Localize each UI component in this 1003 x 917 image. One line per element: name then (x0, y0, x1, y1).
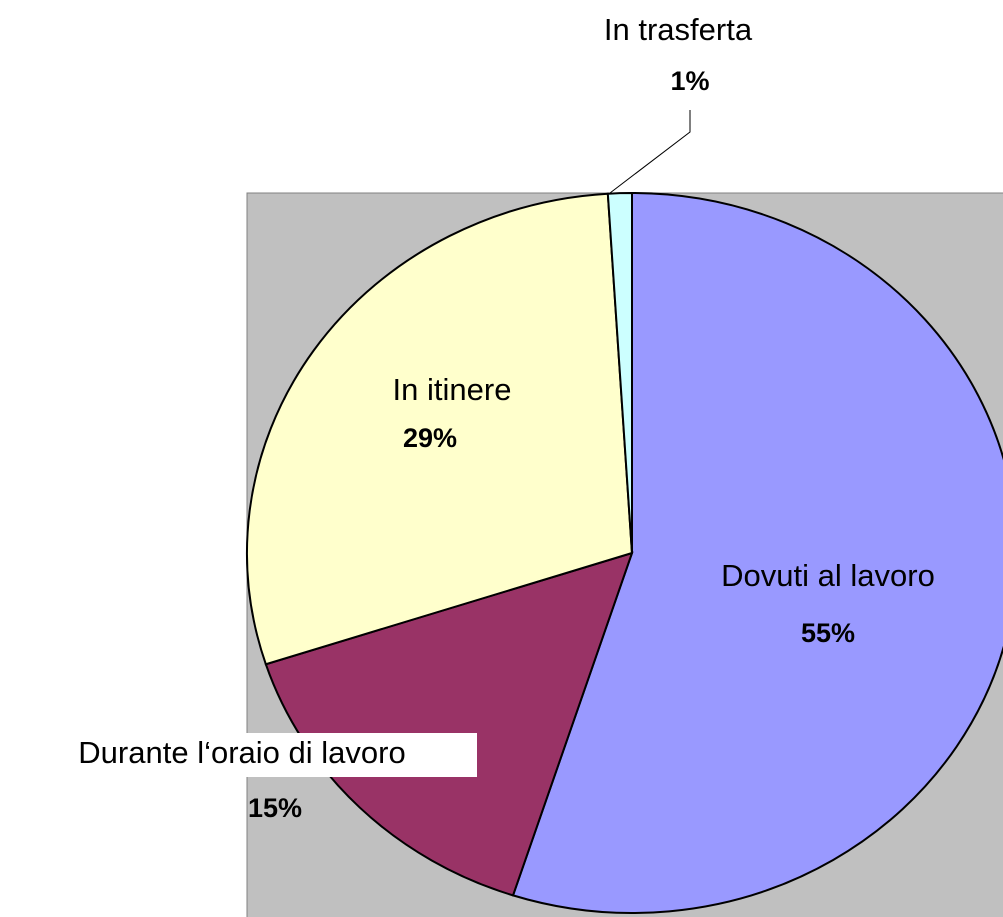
labels: Dovuti al lavoro 55% Durante l‘oraio di la… (5, 12, 935, 823)
slice-value-label: 15% (248, 793, 302, 823)
slice-label: In trasferta (604, 12, 753, 47)
leader-line (609, 110, 691, 194)
slice-value-label: 1% (670, 66, 709, 96)
pie-slice (606, 191, 633, 554)
pie-slice (246, 192, 634, 666)
slice-label: Dovuti al lavoro (721, 558, 935, 593)
pie-slice (264, 551, 634, 897)
pie-slice (511, 191, 1003, 914)
pie (246, 191, 1003, 914)
slice-value-label: 55% (801, 618, 855, 648)
slice-label: Durante l‘oraio di lavoro (78, 735, 405, 770)
slice-value-label: 29% (403, 423, 457, 453)
slice-label: In itinere (393, 372, 512, 407)
label-background (5, 733, 477, 777)
